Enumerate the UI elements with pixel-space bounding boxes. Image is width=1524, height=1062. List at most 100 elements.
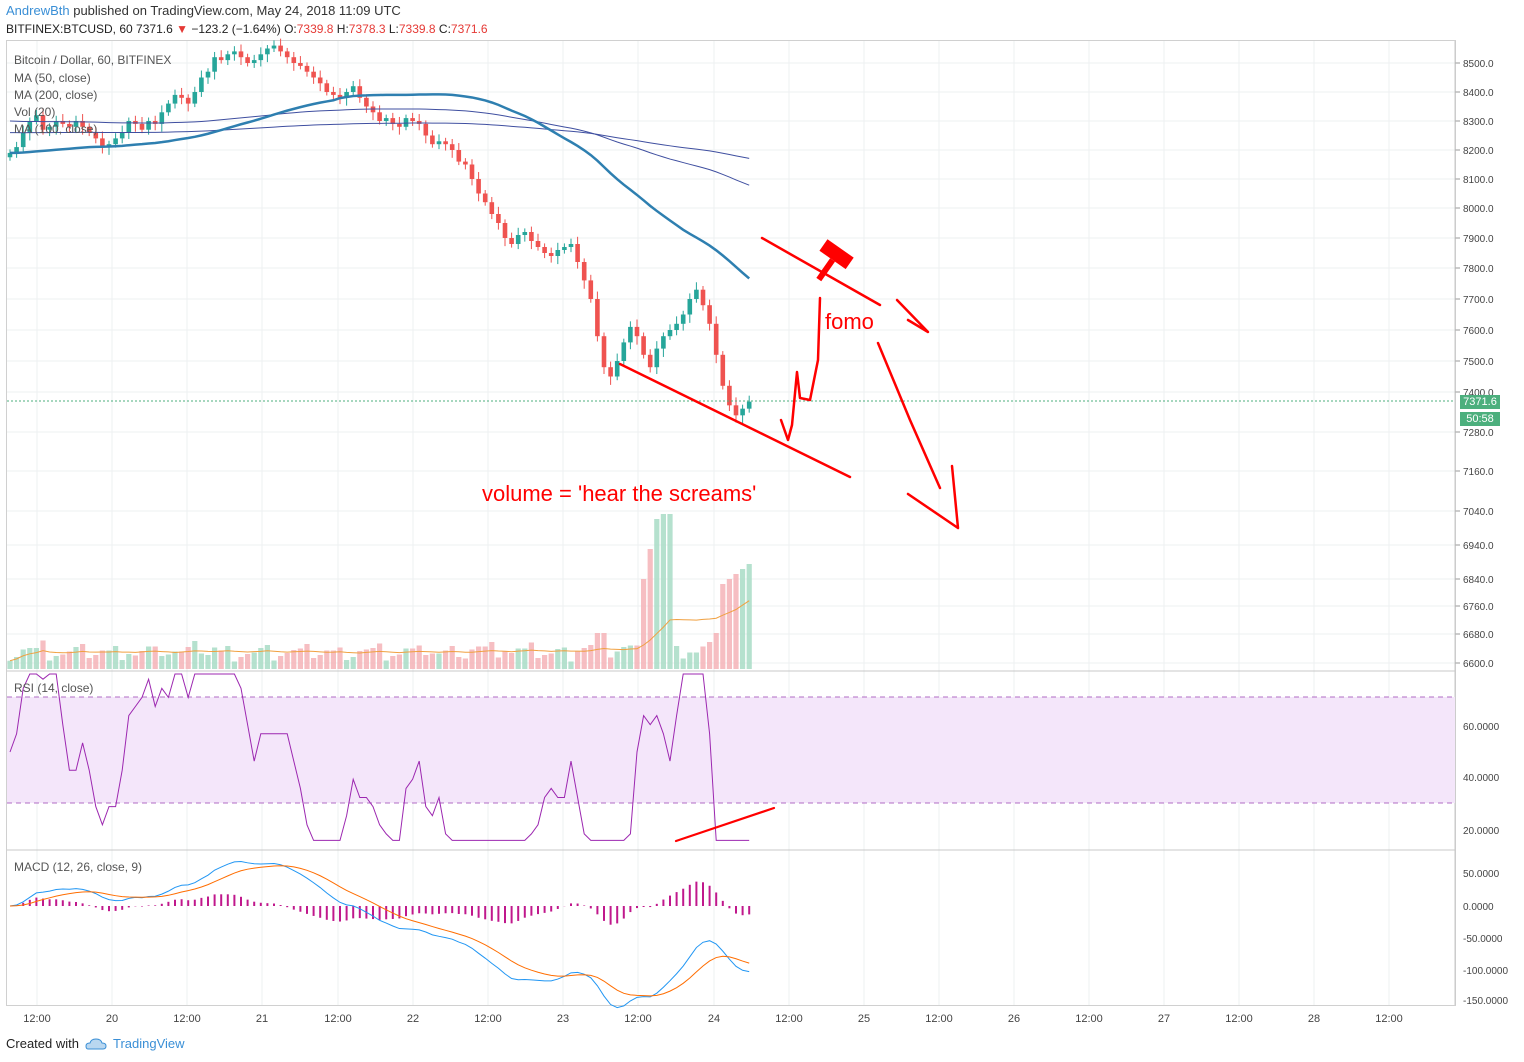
candle-body	[529, 232, 534, 241]
tradingview-link[interactable]: TradingView	[112, 1036, 185, 1051]
symbol-label: BITFINEX:BTCUSD, 60	[6, 22, 133, 36]
x-axis-label: 12:00	[173, 1013, 201, 1025]
price-axis-label: 7280.0	[1463, 428, 1494, 439]
volume-bar	[238, 657, 244, 669]
candle-body	[449, 144, 455, 150]
volume-bar	[654, 519, 660, 669]
volume-bar	[502, 651, 508, 669]
volume-bar	[185, 647, 191, 669]
candle-body	[304, 65, 310, 72]
price-axis-label: 7600.0	[1463, 326, 1494, 337]
price-axis-label: 6840.0	[1463, 575, 1494, 586]
volume-bar	[641, 579, 647, 669]
volume-bar	[337, 647, 343, 669]
low-label: L:	[388, 22, 399, 36]
volume-bar	[271, 660, 277, 669]
candle-body	[7, 152, 13, 158]
volume-bar	[304, 644, 310, 669]
candle-body	[581, 262, 587, 281]
volume-bar	[297, 648, 303, 669]
candle-body	[469, 164, 475, 179]
close-value: 7371.6	[450, 22, 488, 36]
candle-body	[192, 92, 198, 104]
volume-bar	[456, 657, 462, 669]
author-link[interactable]: AndrewBth	[6, 3, 70, 18]
volume-bar	[608, 657, 614, 669]
candle-body	[390, 118, 396, 124]
volume-bar	[73, 647, 79, 669]
candle-body	[291, 57, 297, 63]
volume-bar	[462, 658, 468, 669]
candle-body	[357, 86, 363, 98]
volume-bar	[20, 649, 26, 669]
candle-body	[311, 71, 316, 78]
volume-bar	[482, 646, 488, 669]
volume-bar	[264, 645, 270, 669]
fomo-arrow-annotation	[895, 298, 930, 334]
candle-body	[298, 63, 303, 66]
gavel-icon	[816, 239, 854, 282]
volume-bar	[726, 579, 732, 669]
x-axis-label: 12:00	[1375, 1013, 1403, 1025]
volume-bar	[278, 656, 284, 669]
volume-bar	[601, 633, 607, 669]
candle-body	[667, 330, 673, 337]
volume-bar	[621, 647, 627, 669]
candle-body	[139, 123, 145, 130]
x-axis-label: 24	[708, 1013, 720, 1025]
candle-body	[317, 77, 323, 84]
price-axis-label: 7500.0	[1463, 357, 1494, 368]
price-axis-label: 7040.0	[1463, 507, 1494, 518]
tradingview-cloud-icon	[85, 1037, 107, 1049]
candle-body	[687, 299, 693, 315]
candle-body	[86, 126, 92, 133]
candle-body	[608, 367, 613, 377]
volume-bar	[680, 658, 686, 669]
candle-body	[324, 83, 330, 92]
candle-body	[562, 247, 567, 250]
candle-body	[595, 299, 600, 337]
candle-body	[185, 97, 191, 104]
candle-body	[218, 57, 224, 61]
candle-body	[700, 289, 706, 306]
x-axis-label: 12:00	[1075, 1013, 1103, 1025]
volume-bar	[139, 651, 145, 669]
open-label: O:	[284, 22, 297, 36]
volume-bar	[311, 658, 317, 669]
candle-body	[680, 314, 686, 324]
volume-bar	[561, 647, 567, 669]
candle-body	[628, 326, 633, 343]
rsi-band	[7, 697, 1455, 803]
candle-body	[509, 238, 514, 244]
rsi-divergence-annotation	[674, 806, 776, 843]
candle-body	[542, 247, 547, 253]
candle-body	[166, 103, 171, 113]
candle-body	[476, 179, 481, 194]
price-axis-label: 8500.0	[1463, 59, 1494, 70]
created-with-text: Created with	[6, 1036, 79, 1051]
price-axis-label: 7160.0	[1463, 467, 1494, 478]
gavel-head	[819, 239, 854, 270]
candle-body	[568, 244, 574, 247]
candle-body	[40, 115, 46, 130]
candle-body	[694, 289, 699, 299]
volume-bar	[350, 657, 356, 669]
countdown-tag: 50:58	[1460, 412, 1500, 426]
candle-body	[364, 97, 369, 107]
volume-bar	[212, 647, 218, 669]
candle-body	[430, 135, 435, 145]
volume-bar	[126, 654, 132, 669]
macd-axis-label: 50.0000	[1463, 869, 1500, 880]
price-axis-label: 6600.0	[1463, 659, 1494, 670]
x-axis-label: 12:00	[624, 1013, 652, 1025]
candle-body	[733, 405, 739, 416]
volume-bar	[132, 655, 138, 669]
candle-body	[119, 132, 125, 139]
candle-body	[67, 123, 72, 127]
volume-bar	[594, 633, 600, 669]
volume-bar	[627, 645, 633, 669]
candle-body	[337, 94, 343, 98]
volume-bar	[555, 649, 561, 669]
volume-bar	[60, 654, 66, 669]
